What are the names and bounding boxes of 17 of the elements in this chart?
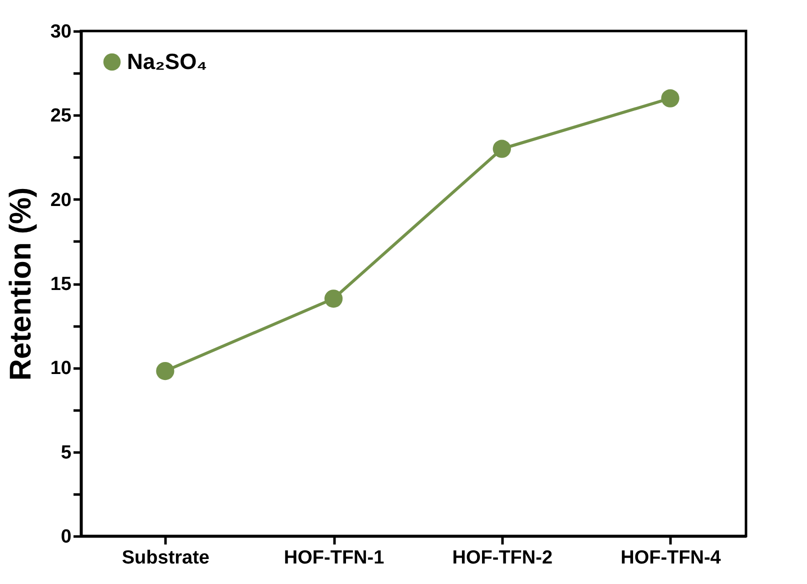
y-tick-label: 30 bbox=[50, 22, 72, 42]
y-tick-label: 10 bbox=[50, 358, 72, 380]
point bbox=[661, 89, 680, 108]
y-tick-label: 25 bbox=[50, 106, 72, 127]
x-tick-label: HOF-TFN-4 bbox=[620, 548, 722, 568]
point bbox=[324, 290, 343, 308]
legend-label: Na₂SO₄ bbox=[127, 49, 208, 74]
point bbox=[156, 362, 174, 380]
y-tick-label: 5 bbox=[60, 442, 72, 464]
y-tick-label: 15 bbox=[50, 274, 72, 295]
y-tick-label: 0 bbox=[60, 526, 72, 548]
x-tick-label: HOF-TFN-2 bbox=[452, 548, 553, 568]
x-tick-label: HOF-TFN-1 bbox=[284, 548, 385, 568]
y-tick-label: 20 bbox=[50, 190, 72, 211]
x-tick-label: Substrate bbox=[122, 548, 210, 568]
point bbox=[492, 140, 511, 158]
y-axis-title: Retention (%) bbox=[4, 187, 38, 381]
